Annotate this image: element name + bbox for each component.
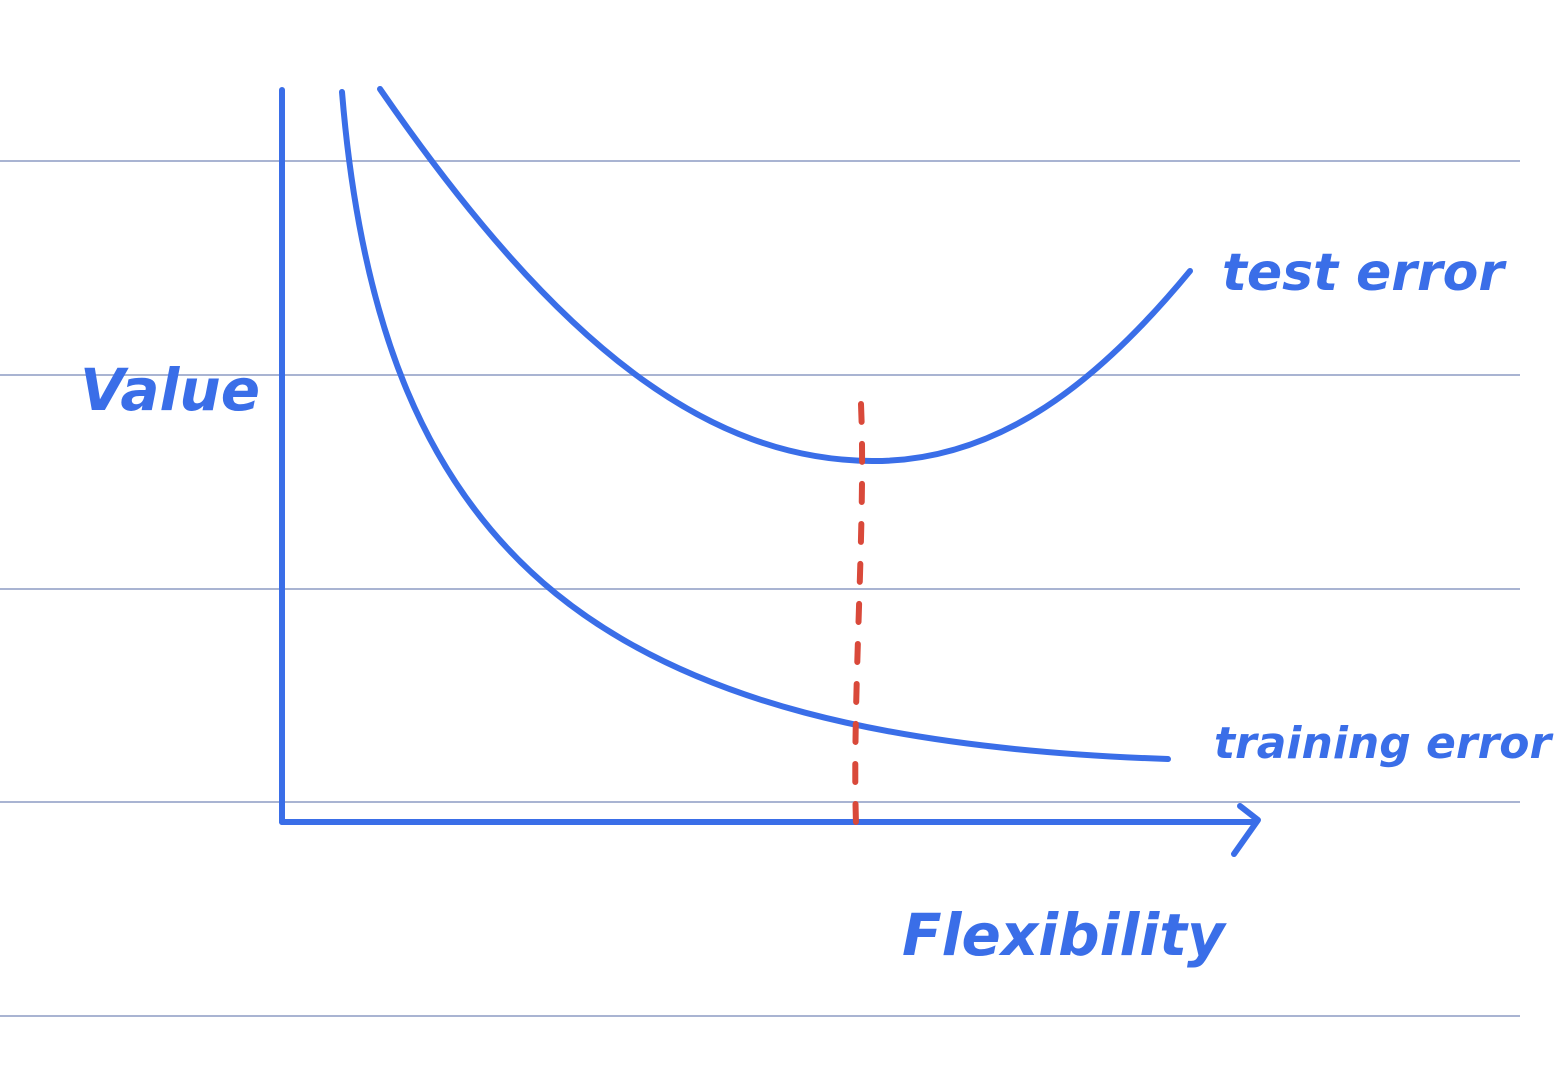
training-error-label: training error	[1214, 718, 1554, 769]
test-error-curve	[377, 86, 1193, 465]
y-axis-label: Value	[80, 356, 260, 424]
training-error-curve	[339, 89, 1171, 762]
ruled-lines	[0, 160, 1520, 1017]
optimum-marker-line	[852, 401, 866, 827]
test-error-label: test error	[1222, 243, 1507, 303]
x-axis-arrowhead	[1231, 803, 1261, 857]
x-axis-label: Flexibility	[902, 901, 1227, 969]
